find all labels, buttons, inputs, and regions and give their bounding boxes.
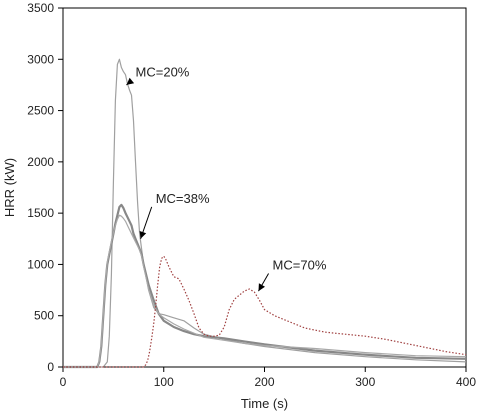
- x-tick-label: 400: [456, 375, 476, 389]
- annotation-arrowhead: [126, 77, 135, 85]
- x-tick-label: 0: [60, 375, 67, 389]
- annotation-label: MC=38%: [156, 191, 210, 206]
- x-tick-label: 100: [154, 375, 174, 389]
- series-line-2: [63, 203, 467, 369]
- plot-frame: [62, 7, 467, 368]
- x-axis-title: Time (s): [241, 396, 288, 411]
- y-tick-label: 0: [47, 360, 54, 374]
- y-tick-label: 3000: [27, 52, 54, 66]
- annotation-layer: MC=20% MC=38% MC=70%: [126, 65, 327, 292]
- y-tick-label: 3500: [27, 1, 54, 15]
- series-line-1: [63, 58, 467, 368]
- y-axis-title: HRR (kW): [2, 158, 17, 217]
- annotation-label: MC=70%: [273, 258, 327, 273]
- y-tick-label: 1500: [27, 206, 54, 220]
- y-tick-label: 2000: [27, 155, 54, 169]
- y-tick-label: 1000: [27, 257, 54, 271]
- y-tick-label: 2500: [27, 104, 54, 118]
- x-tick-label: 300: [355, 375, 375, 389]
- series-line-4: [63, 255, 467, 368]
- series-line-3: [63, 214, 467, 368]
- y-tick-label: 500: [34, 309, 54, 323]
- annotation-label: MC=20%: [136, 65, 190, 80]
- annotation-arrowhead: [258, 283, 265, 292]
- annotation-arrowhead: [139, 231, 147, 239]
- axes: 0 100 200 300 400 0 500 1000 1500 2000 2500 3000 350…: [27, 1, 476, 389]
- series-layer: [63, 58, 467, 369]
- x-tick-label: 200: [254, 375, 274, 389]
